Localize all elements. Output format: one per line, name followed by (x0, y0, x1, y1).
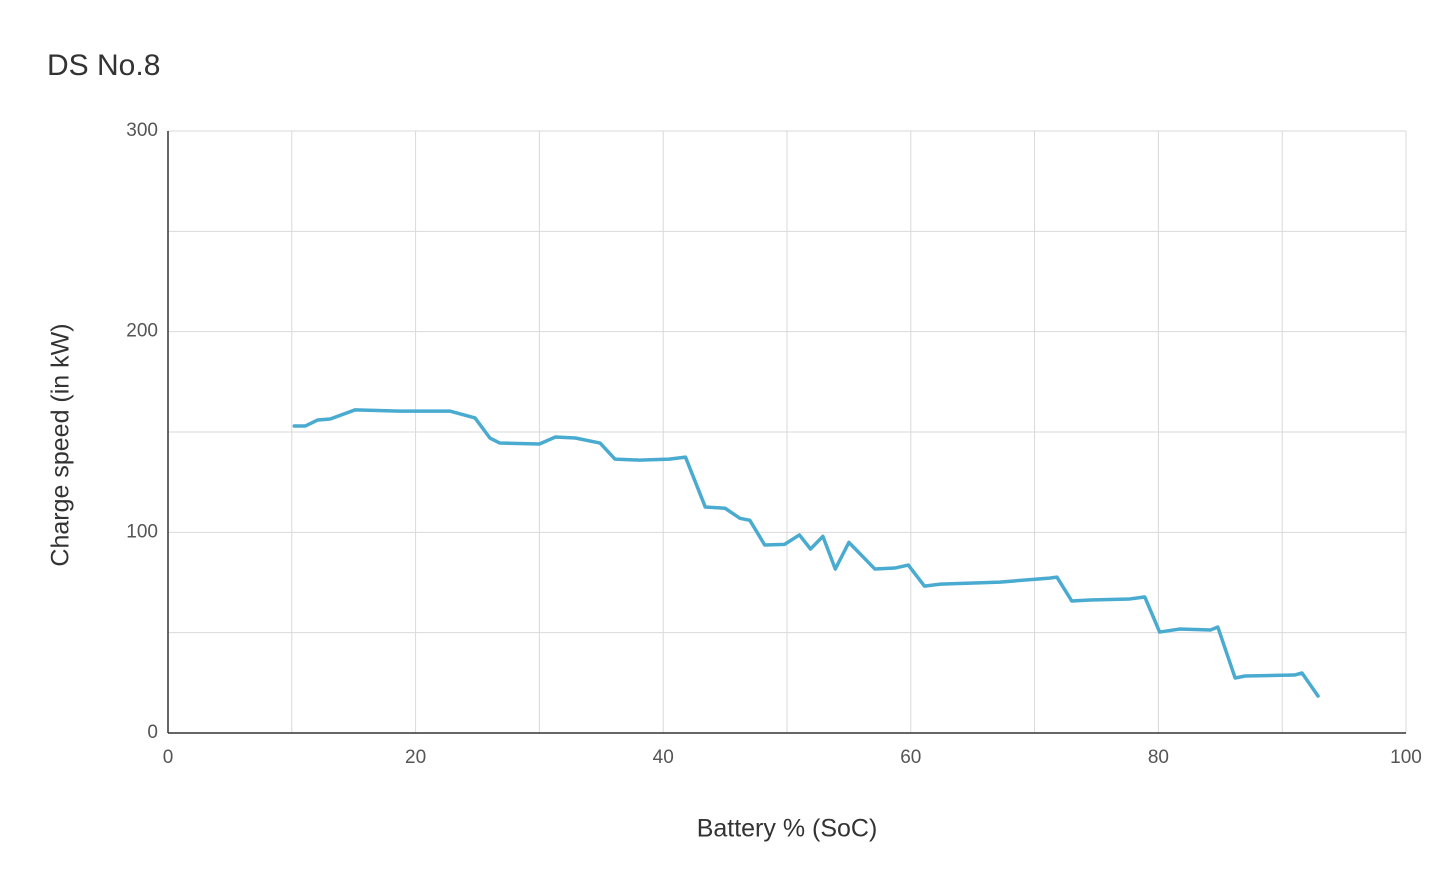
y-tick-label: 200 (126, 321, 158, 342)
x-tick-label: 0 (163, 747, 174, 768)
y-tick-label: 100 (126, 521, 158, 542)
y-tick-label: 300 (126, 120, 158, 141)
y-tick-label: 0 (147, 722, 158, 743)
y-axis-title: Charge speed (in kW) (47, 323, 75, 566)
x-tick-label: 40 (653, 747, 674, 768)
chart-title: DS No.8 (47, 49, 160, 82)
x-tick-label: 20 (405, 747, 426, 768)
x-tick-label: 80 (1148, 747, 1169, 768)
x-tick-label: 60 (900, 747, 921, 768)
data-line (292, 408, 1320, 698)
x-axis-title: Battery % (SoC) (697, 815, 878, 843)
x-tick-label: 100 (1390, 747, 1422, 768)
